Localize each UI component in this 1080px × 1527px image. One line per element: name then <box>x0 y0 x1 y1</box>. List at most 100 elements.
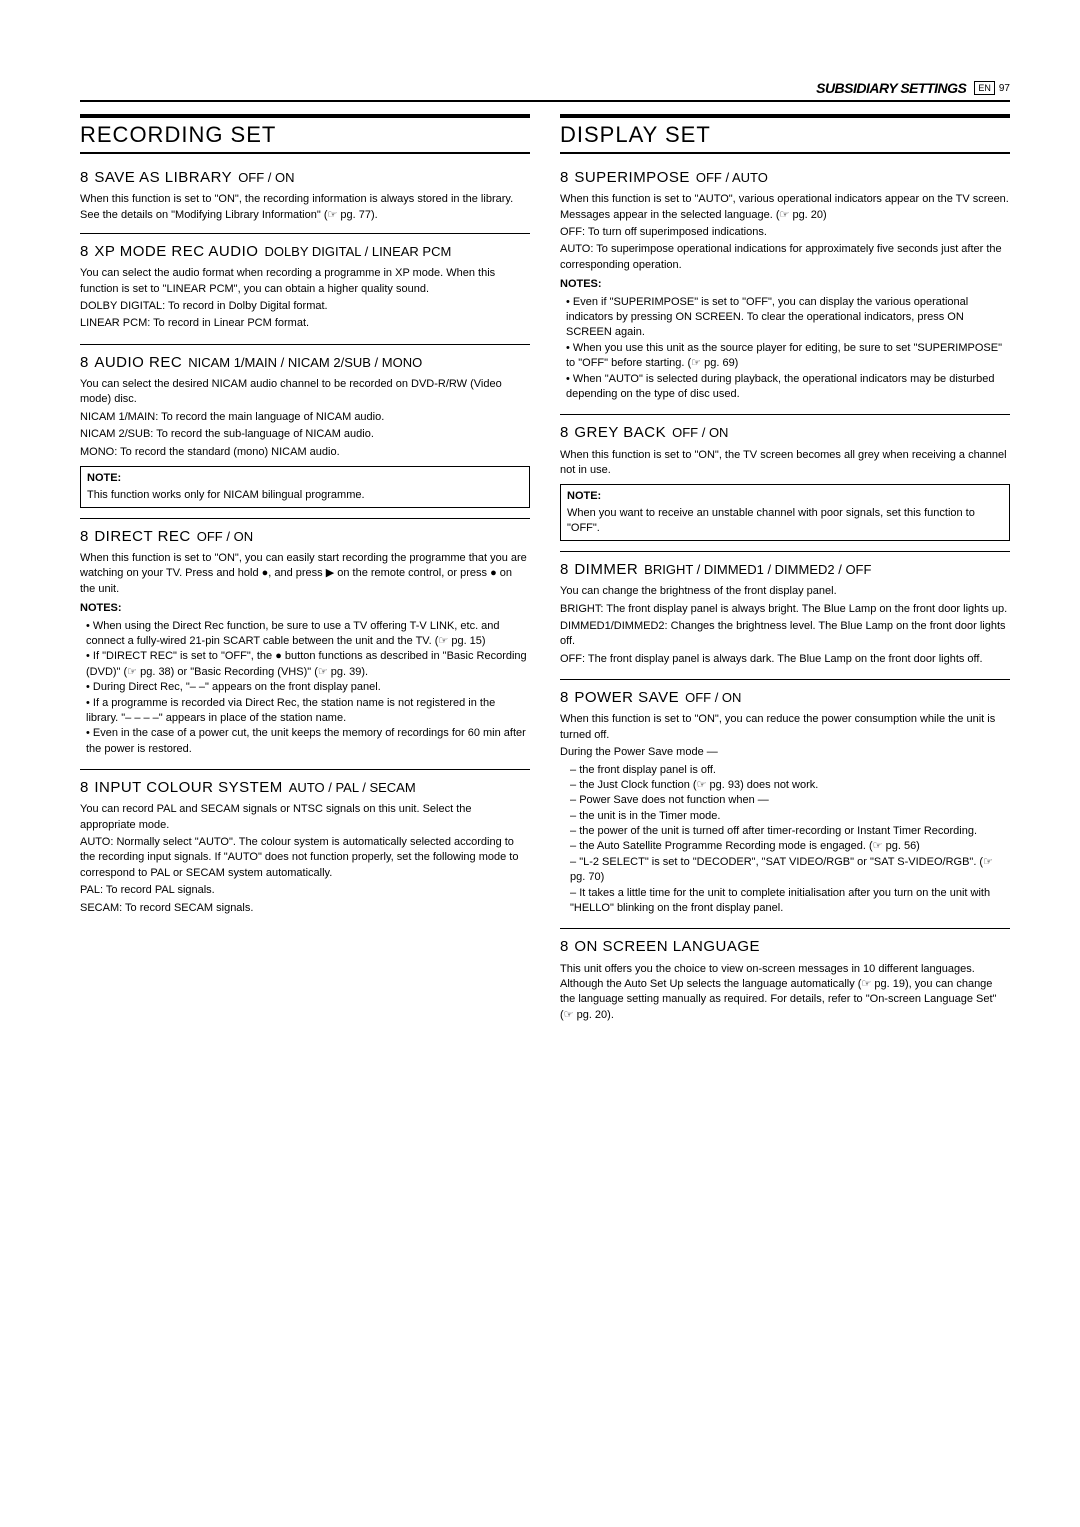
item-audio-rec: 8 AUDIO REC NICAM 1/MAIN / NICAM 2/SUB /… <box>80 347 530 519</box>
item-name: SUPERIMPOSE <box>574 168 690 188</box>
item-opts: OFF / ON <box>238 169 294 187</box>
item-name: SAVE AS LIBRARY <box>94 168 232 188</box>
item-direct-rec: 8 DIRECT REC OFF / ON When this function… <box>80 521 530 770</box>
note-text: This function works only for NICAM bilin… <box>87 489 365 501</box>
opt-key: MONO <box>80 446 114 458</box>
item-body: When this function is set to "ON", the r… <box>80 192 530 223</box>
item-opts: AUTO / PAL / SECAM <box>289 779 416 797</box>
item-num: 8 <box>80 242 88 262</box>
note-text: When you want to receive an unstable cha… <box>567 507 975 534</box>
note-title: NOTE: <box>567 489 1003 504</box>
item-name: GREY BACK <box>574 423 666 443</box>
bullet-item: Power Save does not function when — <box>570 793 1010 808</box>
opt-key: DOLBY DIGITAL <box>80 300 162 312</box>
item-name: DIRECT REC <box>94 527 190 547</box>
opt-key: DIMMED1/DIMMED2 <box>560 620 665 632</box>
bullet-item: the unit is in the Timer mode. <box>570 809 1010 824</box>
item-num: 8 <box>560 560 568 580</box>
note-item: Even if "SUPERIMPOSE" is set to "OFF", y… <box>566 295 1010 341</box>
item-body: You can record PAL and SECAM signals or … <box>80 802 530 833</box>
item-num: 8 <box>80 527 88 547</box>
opt-val: The front display panel is always dark. … <box>588 653 983 665</box>
page-number: 97 <box>999 83 1010 94</box>
note-item: If a programme is recorded via Direct Re… <box>86 696 530 727</box>
section-title-display: DISPLAY SET <box>560 114 1010 154</box>
opt-val: To record PAL signals. <box>106 884 215 896</box>
item-num: 8 <box>560 688 568 708</box>
note-item: Even in the case of a power cut, the uni… <box>86 726 530 757</box>
opt-val: The front display panel is always bright… <box>606 603 1007 615</box>
item-dimmer: 8 DIMMER BRIGHT / DIMMED1 / DIMMED2 / OF… <box>560 554 1010 680</box>
opt-key: SECAM <box>80 902 119 914</box>
header-title: SUBSIDIARY SETTINGS <box>816 80 966 96</box>
item-name: XP MODE REC AUDIO <box>94 242 258 262</box>
item-opts: OFF / ON <box>197 528 253 546</box>
item-opts: OFF / ON <box>672 424 728 442</box>
item-num: 8 <box>560 168 568 188</box>
note-item: During Direct Rec, "– –" appears on the … <box>86 680 530 695</box>
bullets-title: During the Power Save mode — <box>560 745 1010 760</box>
opt-key: AUTO <box>80 836 110 848</box>
item-grey-back: 8 GREY BACK OFF / ON When this function … <box>560 417 1010 552</box>
opt-key: AUTO <box>560 243 590 255</box>
opt-val: To record the main language of NICAM aud… <box>161 411 384 423</box>
opt-key: OFF <box>560 226 582 238</box>
item-body: When this function is set to "ON", you c… <box>80 551 530 597</box>
notes-label: NOTES: <box>80 601 530 616</box>
item-xp-mode-rec-audio: 8 XP MODE REC AUDIO DOLBY DIGITAL / LINE… <box>80 236 530 345</box>
opt-val: To superimpose operational indications f… <box>560 243 1002 270</box>
item-opts: NICAM 1/MAIN / NICAM 2/SUB / MONO <box>188 354 422 372</box>
item-body: You can change the brightness of the fro… <box>560 584 1010 599</box>
opt-val: Normally select "AUTO". The colour syste… <box>80 836 518 879</box>
page-header: SUBSIDIARY SETTINGS EN 97 <box>80 80 1010 102</box>
item-body: When this function is set to "AUTO", var… <box>560 192 1010 223</box>
page-lang: EN <box>974 81 995 95</box>
opt-key: PAL <box>80 884 100 896</box>
left-column: RECORDING SET 8 SAVE AS LIBRARY OFF / ON… <box>80 114 530 1035</box>
item-power-save: 8 POWER SAVE OFF / ON When this function… <box>560 682 1010 929</box>
item-superimpose: 8 SUPERIMPOSE OFF / AUTO When this funct… <box>560 162 1010 415</box>
opt-val: To record SECAM signals. <box>125 902 253 914</box>
opt-key: NICAM 1/MAIN <box>80 411 155 423</box>
opt-val: To record in Linear PCM format. <box>153 317 309 329</box>
bullet-item: the power of the unit is turned off afte… <box>570 824 1010 839</box>
item-num: 8 <box>560 423 568 443</box>
opt-val: To record in Dolby Digital format. <box>168 300 328 312</box>
item-opts: OFF / ON <box>685 689 741 707</box>
note-item: If "DIRECT REC" is set to "OFF", the ● b… <box>86 649 530 680</box>
opt-key: LINEAR PCM <box>80 317 147 329</box>
note-title: NOTE: <box>87 471 523 486</box>
bullet-item: It takes a little time for the unit to c… <box>570 886 1010 917</box>
item-on-screen-language: 8 ON SCREEN LANGUAGE This unit offers yo… <box>560 931 1010 1033</box>
note-box: NOTE: When you want to receive an unstab… <box>560 484 1010 541</box>
item-num: 8 <box>80 353 88 373</box>
note-box: NOTE: This function works only for NICAM… <box>80 466 530 508</box>
item-num: 8 <box>560 937 568 957</box>
item-body: When this function is set to "ON", you c… <box>560 712 1010 743</box>
item-num: 8 <box>80 778 88 798</box>
section-title-recording: RECORDING SET <box>80 114 530 154</box>
item-name: POWER SAVE <box>574 688 679 708</box>
item-opts: BRIGHT / DIMMED1 / DIMMED2 / OFF <box>644 561 871 579</box>
item-body: When this function is set to "ON", the T… <box>560 448 1010 479</box>
item-name: ON SCREEN LANGUAGE <box>574 937 760 957</box>
item-name: INPUT COLOUR SYSTEM <box>94 778 282 798</box>
item-body: This unit offers you the choice to view … <box>560 962 1010 1024</box>
item-body: You can select the audio format when rec… <box>80 266 530 297</box>
note-item: When using the Direct Rec function, be s… <box>86 619 530 650</box>
opt-key: OFF <box>560 653 582 665</box>
bullet-item: the Auto Satellite Programme Recording m… <box>570 839 1010 854</box>
opt-val: To record the standard (mono) NICAM audi… <box>120 446 340 458</box>
item-body: You can select the desired NICAM audio c… <box>80 377 530 408</box>
page-indicator: EN 97 <box>974 81 1010 95</box>
item-opts: OFF / AUTO <box>696 169 768 187</box>
bullet-item: "L-2 SELECT" is set to "DECODER", "SAT V… <box>570 855 1010 886</box>
item-name: AUDIO REC <box>94 353 182 373</box>
opt-key: BRIGHT <box>560 603 600 615</box>
item-save-as-library: 8 SAVE AS LIBRARY OFF / ON When this fun… <box>80 162 530 234</box>
opt-val: To record the sub-language of NICAM audi… <box>156 428 374 440</box>
bullet-item: the front display panel is off. <box>570 763 1010 778</box>
right-column: DISPLAY SET 8 SUPERIMPOSE OFF / AUTO Whe… <box>560 114 1010 1035</box>
note-item: When "AUTO" is selected during playback,… <box>566 372 1010 403</box>
note-item: When you use this unit as the source pla… <box>566 341 1010 372</box>
